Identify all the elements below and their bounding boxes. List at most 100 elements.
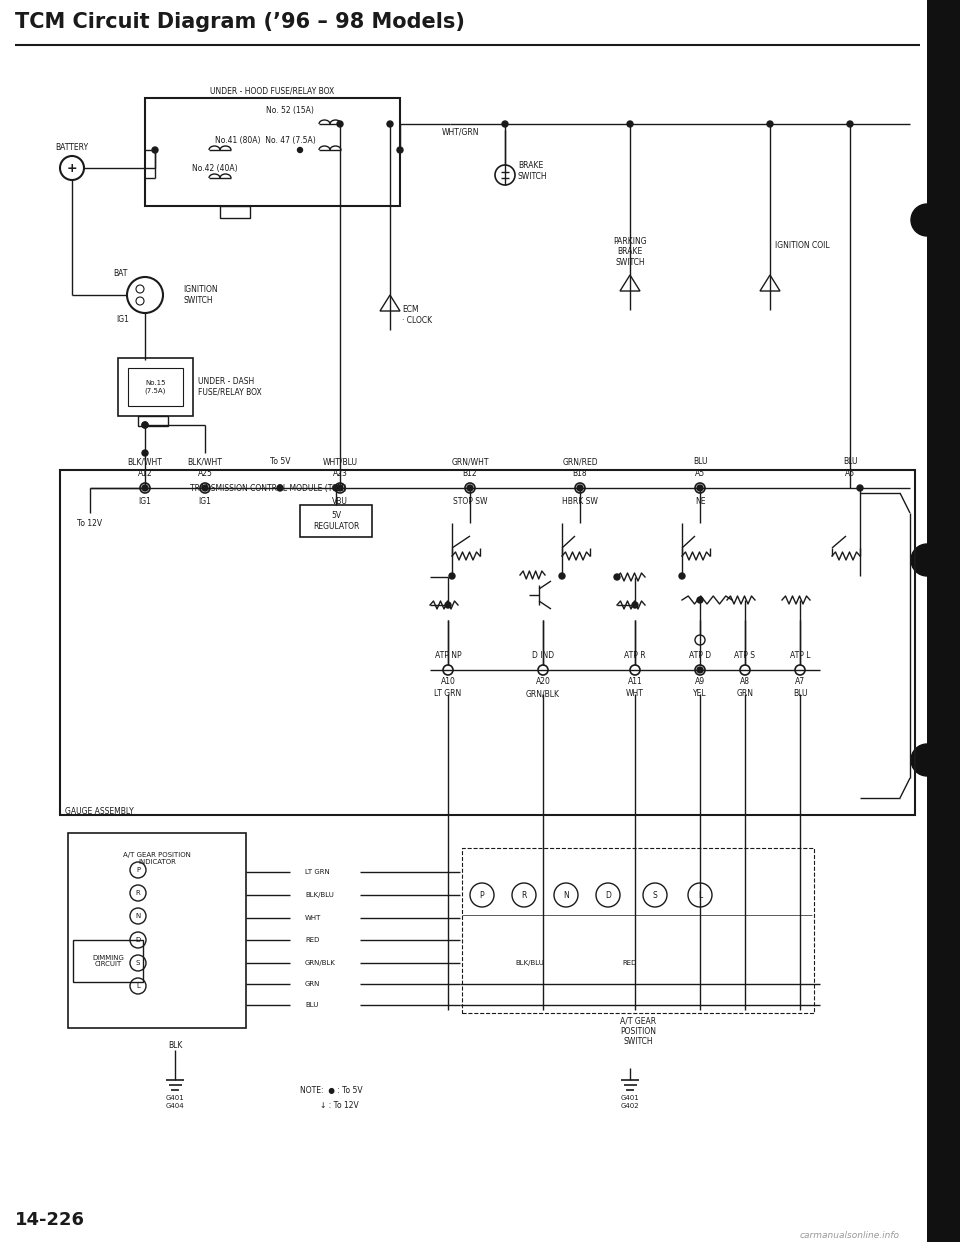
- Bar: [927, 0, 960, 1242]
- Text: BLK/WHT: BLK/WHT: [187, 457, 223, 467]
- Text: GRN: GRN: [736, 689, 754, 698]
- Text: B12: B12: [463, 469, 477, 478]
- Circle shape: [911, 744, 943, 776]
- Bar: [462, 848, 814, 1013]
- Text: ATP D: ATP D: [689, 652, 711, 661]
- Text: PARKING
BRAKE
SWITCH: PARKING BRAKE SWITCH: [613, 237, 647, 267]
- Text: ECM
· CLOCK: ECM · CLOCK: [402, 306, 432, 324]
- Circle shape: [337, 484, 343, 491]
- Text: +: +: [66, 161, 78, 174]
- Text: To 12V: To 12V: [78, 518, 103, 528]
- Text: 14-226: 14-226: [15, 1211, 85, 1230]
- Text: BLK/WHT: BLK/WHT: [128, 457, 162, 467]
- Circle shape: [445, 602, 451, 609]
- Circle shape: [857, 484, 863, 491]
- Text: To 5V: To 5V: [270, 457, 290, 467]
- Text: R: R: [521, 891, 527, 899]
- Text: TCM Circuit Diagram (’96 – 98 Models): TCM Circuit Diagram (’96 – 98 Models): [15, 12, 465, 32]
- Text: A9: A9: [695, 677, 705, 687]
- Text: BLU: BLU: [793, 689, 807, 698]
- Text: IG1: IG1: [138, 498, 152, 507]
- Text: VBU: VBU: [332, 498, 348, 507]
- Text: BLK: BLK: [168, 1041, 182, 1049]
- Text: A5: A5: [695, 469, 705, 478]
- Text: BAT: BAT: [113, 268, 127, 277]
- Circle shape: [697, 484, 703, 491]
- Circle shape: [767, 120, 773, 127]
- Text: IG1: IG1: [116, 315, 130, 324]
- Circle shape: [152, 147, 158, 153]
- Text: A/T GEAR
POSITION
SWITCH: A/T GEAR POSITION SWITCH: [620, 1016, 656, 1046]
- Text: A/T GEAR POSITION
INDICATOR: A/T GEAR POSITION INDICATOR: [123, 852, 191, 864]
- Circle shape: [577, 484, 583, 491]
- Circle shape: [142, 422, 148, 428]
- Text: L: L: [136, 982, 140, 989]
- Text: LT GRN: LT GRN: [434, 689, 462, 698]
- Bar: [138, 416, 168, 426]
- Text: No.15
(7.5A): No.15 (7.5A): [145, 380, 166, 394]
- Text: IGNITION COIL: IGNITION COIL: [775, 241, 829, 250]
- Circle shape: [502, 120, 508, 127]
- Circle shape: [614, 574, 620, 580]
- Text: G401
G404: G401 G404: [166, 1095, 184, 1109]
- Text: P: P: [136, 867, 140, 873]
- Circle shape: [679, 573, 685, 579]
- Circle shape: [449, 573, 455, 579]
- Text: UNDER - DASH
FUSE/RELAY BOX: UNDER - DASH FUSE/RELAY BOX: [198, 378, 262, 396]
- Text: ATP L: ATP L: [790, 652, 810, 661]
- Text: A25: A25: [198, 469, 212, 478]
- Text: ATP R: ATP R: [624, 652, 646, 661]
- Circle shape: [202, 484, 208, 491]
- Circle shape: [467, 484, 473, 491]
- Text: YEL: YEL: [693, 689, 707, 698]
- Text: WHT: WHT: [305, 915, 322, 922]
- Text: HBRK SW: HBRK SW: [562, 498, 598, 507]
- Text: BLK/BLU: BLK/BLU: [305, 892, 334, 898]
- Text: GRN: GRN: [305, 981, 321, 987]
- Text: A11: A11: [628, 677, 642, 687]
- Text: No.41 (80A)  No. 47 (7.5A): No.41 (80A) No. 47 (7.5A): [215, 135, 316, 144]
- Text: L: L: [698, 891, 702, 899]
- Circle shape: [387, 120, 393, 127]
- Text: NOTE:  ● : To 5V: NOTE: ● : To 5V: [300, 1086, 363, 1094]
- Text: No.42 (40A): No.42 (40A): [192, 164, 238, 173]
- Circle shape: [632, 602, 638, 609]
- Text: A20: A20: [536, 677, 550, 687]
- Text: WHT/GRN: WHT/GRN: [442, 128, 479, 137]
- Circle shape: [697, 597, 703, 604]
- Circle shape: [277, 484, 283, 491]
- Text: UNDER - HOOD FUSE/RELAY BOX: UNDER - HOOD FUSE/RELAY BOX: [210, 87, 335, 96]
- Circle shape: [298, 148, 302, 153]
- Bar: [68, 833, 246, 1028]
- Text: GRN/RED: GRN/RED: [563, 457, 598, 467]
- Text: RED: RED: [305, 936, 320, 943]
- Text: WHT: WHT: [626, 689, 644, 698]
- Text: BLU: BLU: [693, 457, 708, 467]
- Text: R: R: [135, 891, 140, 895]
- Text: B18: B18: [573, 469, 588, 478]
- Text: STOP SW: STOP SW: [453, 498, 488, 507]
- Circle shape: [142, 450, 148, 456]
- Text: BLK/BLU: BLK/BLU: [516, 960, 544, 966]
- Text: D: D: [135, 936, 140, 943]
- Text: RED: RED: [623, 960, 637, 966]
- Bar: [145, 98, 400, 206]
- Circle shape: [337, 120, 343, 127]
- Text: DIMMING
CIRCUIT: DIMMING CIRCUIT: [92, 955, 124, 968]
- Circle shape: [142, 422, 148, 428]
- Text: G401
G402: G401 G402: [620, 1095, 639, 1109]
- Bar: [73, 940, 143, 982]
- Text: N: N: [564, 891, 569, 899]
- Text: S: S: [135, 960, 140, 966]
- Text: GRN/BLK: GRN/BLK: [526, 689, 560, 698]
- Text: BATTERY: BATTERY: [56, 144, 88, 153]
- Text: IG1: IG1: [199, 498, 211, 507]
- Text: A7: A7: [795, 677, 805, 687]
- Bar: [60, 469, 915, 815]
- Text: GRN/WHT: GRN/WHT: [451, 457, 489, 467]
- Circle shape: [559, 573, 565, 579]
- Text: GAUGE ASSEMBLY: GAUGE ASSEMBLY: [65, 807, 133, 816]
- Circle shape: [911, 204, 943, 236]
- Bar: [220, 206, 250, 219]
- Text: ATP S: ATP S: [734, 652, 756, 661]
